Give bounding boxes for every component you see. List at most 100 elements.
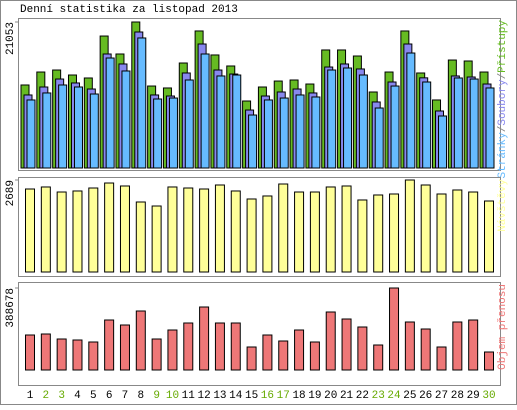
x-tick-label: 13 <box>213 390 226 402</box>
y-tick-label: 21053 <box>5 22 17 55</box>
bar <box>104 182 115 273</box>
bar <box>294 329 305 371</box>
bar <box>278 183 289 273</box>
bar <box>40 333 51 371</box>
legend: Objem přenosu <box>497 284 509 370</box>
bar <box>88 341 99 371</box>
bar <box>358 74 368 169</box>
bar <box>40 186 51 273</box>
x-tick-label: 4 <box>74 390 81 402</box>
bar <box>262 334 273 371</box>
legend-entry: Přístupy <box>497 20 509 73</box>
panel-frame <box>18 18 501 171</box>
bar <box>279 97 289 169</box>
bar <box>389 193 400 273</box>
y-tick-label: 2689 <box>5 180 17 206</box>
bar <box>438 115 448 169</box>
bar <box>135 310 146 371</box>
bar <box>468 319 479 371</box>
bar <box>404 179 415 273</box>
x-tick-label: 19 <box>308 390 321 402</box>
x-tick-label: 27 <box>435 390 448 402</box>
bar <box>230 322 241 371</box>
legend-entry: Návštěvy <box>497 179 509 232</box>
bar <box>135 201 146 273</box>
x-tick-label: 25 <box>403 390 416 402</box>
bar <box>58 84 68 169</box>
bar <box>25 334 35 371</box>
bar <box>295 94 305 169</box>
x-tick-label: 8 <box>137 390 144 402</box>
x-tick-label: 15 <box>245 390 258 402</box>
bar <box>309 191 320 273</box>
legend-separator: / <box>497 126 509 133</box>
bar <box>294 191 305 273</box>
bar <box>183 322 194 371</box>
bar <box>105 57 115 169</box>
legend-separator: / <box>497 73 509 80</box>
bar <box>357 199 368 273</box>
bar <box>137 37 147 169</box>
bar <box>484 351 494 371</box>
bar <box>452 321 463 371</box>
bar <box>104 319 115 371</box>
bar <box>468 191 479 273</box>
x-tick-label: 22 <box>356 390 369 402</box>
legend: Návštěvy <box>497 179 509 232</box>
bar <box>214 322 225 371</box>
bar <box>26 99 36 169</box>
x-tick-label: 30 <box>482 390 495 402</box>
bar <box>89 93 99 169</box>
bar <box>230 190 241 273</box>
bar <box>484 200 494 273</box>
x-tick-label: 16 <box>261 390 274 402</box>
bar <box>167 329 178 371</box>
bar <box>325 311 336 371</box>
x-tick-label: 5 <box>90 390 97 402</box>
bar <box>422 81 432 169</box>
bar <box>325 186 336 273</box>
x-tick-label: 12 <box>198 390 211 402</box>
bar <box>246 198 257 273</box>
bar <box>452 189 463 273</box>
bar <box>73 86 83 169</box>
bar <box>406 52 416 169</box>
bar <box>184 79 194 169</box>
x-tick-label: 7 <box>122 390 129 402</box>
bar <box>420 184 431 273</box>
bar <box>232 74 242 169</box>
bar <box>262 195 273 273</box>
bar <box>373 194 384 273</box>
bar <box>25 188 35 273</box>
x-tick-label: 14 <box>229 390 243 402</box>
x-tick-label: 18 <box>292 390 305 402</box>
bar <box>246 346 257 371</box>
bar <box>485 87 495 169</box>
legend: Stránky/Soubory/Přístupy <box>497 20 509 179</box>
bar <box>343 67 353 169</box>
bar <box>72 339 83 371</box>
x-tick-label: 3 <box>58 390 65 402</box>
x-tick-label: 11 <box>182 390 196 402</box>
bar <box>199 306 210 371</box>
chart-title: Denní statistika za listopad 2013 <box>20 4 238 16</box>
x-tick-label: 29 <box>467 390 480 402</box>
bar <box>390 85 400 169</box>
x-tick-label: 20 <box>324 390 337 402</box>
legend-entry: Objem přenosu <box>497 284 509 370</box>
bar <box>469 78 479 169</box>
bar <box>119 324 130 371</box>
bar <box>151 338 162 371</box>
bar <box>420 328 431 371</box>
bar <box>216 75 226 169</box>
bar <box>404 321 415 371</box>
bar <box>357 326 368 371</box>
x-tick-label: 6 <box>106 390 113 402</box>
bar <box>214 184 225 273</box>
y-tick-label: 388678 <box>5 288 17 328</box>
legend-entry: Stránky <box>497 132 509 179</box>
bar <box>42 92 52 169</box>
bar <box>341 185 352 273</box>
panel-frame <box>18 177 501 277</box>
